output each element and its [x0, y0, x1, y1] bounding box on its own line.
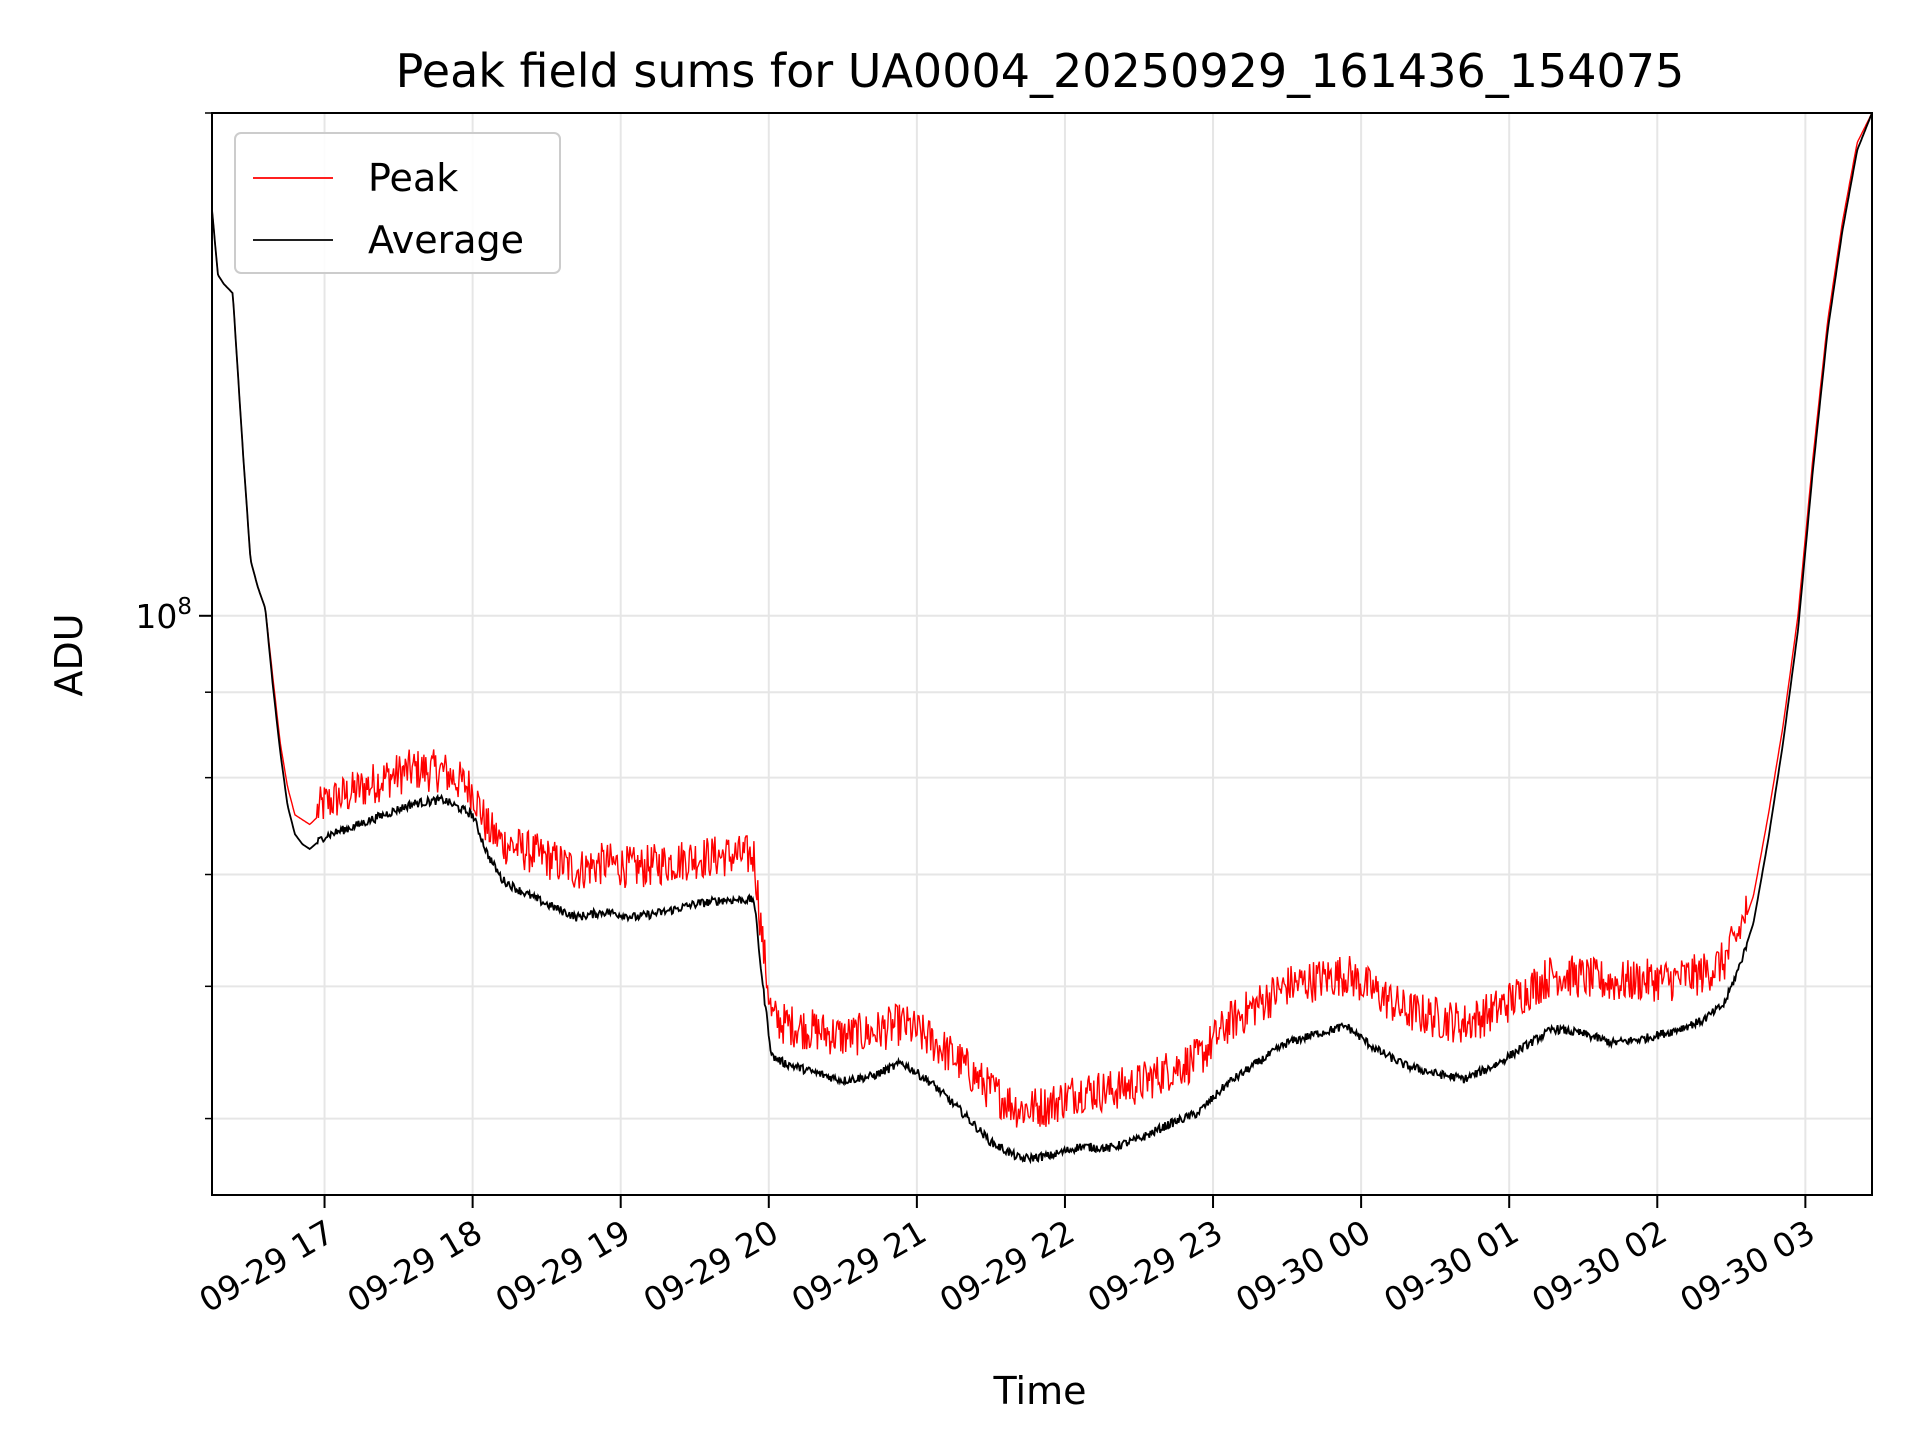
series-line-average	[212, 113, 1872, 1165]
legend-label-average: Average	[368, 218, 524, 262]
axes-frame	[211, 112, 1873, 1196]
legend: Peak Average	[234, 132, 561, 274]
legend-label-peak: Peak	[368, 156, 458, 200]
y-axis-label: ADU	[47, 613, 91, 696]
legend-box	[234, 132, 561, 274]
x-axis-label: Time	[993, 1369, 1087, 1413]
chart-title: Peak field sums for UA0004_20250929_1614…	[396, 44, 1685, 98]
series-line-peak	[212, 113, 1872, 1128]
y-tick-label: 108	[135, 594, 192, 636]
